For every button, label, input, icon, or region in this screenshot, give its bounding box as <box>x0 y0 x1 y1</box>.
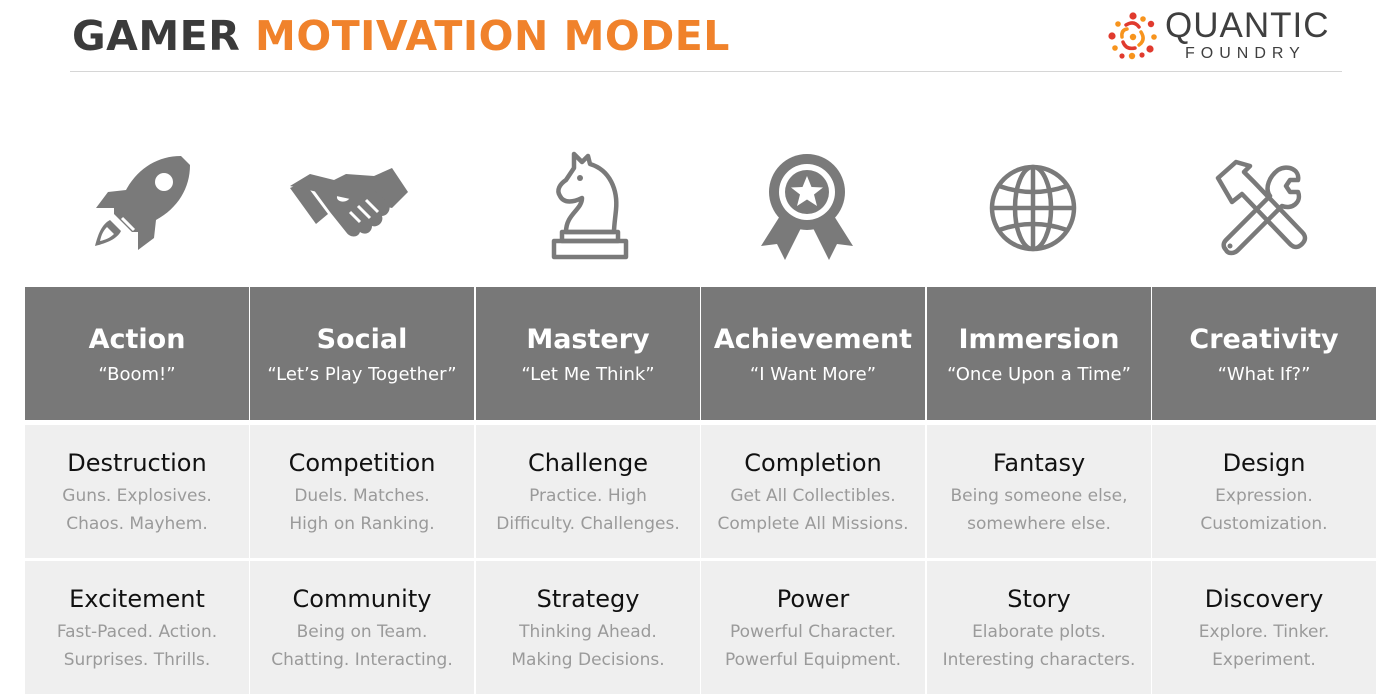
component-description: High on Ranking. <box>289 514 435 534</box>
component-cell-destruction: Destruction Guns. Explosives. Chaos. May… <box>25 425 249 558</box>
column-quote: “What If?” <box>1217 364 1311 385</box>
column-quote: “Once Upon a Time” <box>947 364 1131 385</box>
rocket-icon <box>95 156 190 250</box>
component-description: Interesting characters. <box>942 650 1136 670</box>
component-cell-competition: Competition Duels. Matches. High on Rank… <box>250 425 474 558</box>
column-header-achievement: Achievement “I Want More” <box>701 287 925 420</box>
quantic-logo-mark-icon <box>1108 12 1157 60</box>
component-title: Design <box>1222 449 1306 477</box>
component-title: Story <box>1007 585 1071 613</box>
component-description: Fast-Paced. Action. <box>56 622 218 642</box>
column-header-social: Social “Let’s Play Together” <box>250 287 474 420</box>
component-description: Duels. Matches. <box>294 486 430 506</box>
component-description: Chatting. Interacting. <box>271 650 453 670</box>
component-description: Practice. High <box>529 486 647 506</box>
column-header-creativity: Creativity “What If?” <box>1152 287 1376 420</box>
component-description: Being someone else, <box>950 486 1128 506</box>
column-quote: “Boom!” <box>98 364 176 385</box>
component-description: Surprises. Thrills. <box>63 650 211 670</box>
column-title: Action <box>88 324 186 355</box>
column-icon-mastery <box>530 148 650 268</box>
component-title: Competition <box>288 449 436 477</box>
column-icon-immersion <box>973 148 1093 268</box>
component-description: Making Decisions. <box>511 650 665 670</box>
component-title: Discovery <box>1204 585 1324 613</box>
column-icon-creativity <box>1198 148 1318 268</box>
component-cell-strategy: Strategy Thinking Ahead. Making Decision… <box>476 561 700 694</box>
column-icon-social <box>288 148 408 268</box>
component-title: Challenge <box>528 449 648 477</box>
component-title: Power <box>776 585 850 613</box>
column-header-action: Action “Boom!” <box>25 287 249 420</box>
component-title: Strategy <box>536 585 640 613</box>
logo-subtitle: FOUNDRY <box>1185 45 1306 62</box>
component-title: Community <box>292 585 432 613</box>
column-title: Achievement <box>713 324 913 355</box>
component-description: Elaborate plots. <box>972 622 1106 642</box>
component-description: Chaos. Mayhem. <box>66 514 208 534</box>
title-prefix: GAMER <box>72 12 241 60</box>
column-title: Creativity <box>1189 324 1339 355</box>
component-cell-excitement: Excitement Fast-Paced. Action. Surprises… <box>25 561 249 694</box>
handshake-icon <box>290 168 408 237</box>
component-description: somewhere else. <box>967 514 1111 534</box>
component-description: Difficulty. Challenges. <box>496 514 680 534</box>
component-description: Powerful Character. <box>729 622 897 642</box>
component-cell-power: Power Powerful Character. Powerful Equip… <box>701 561 925 694</box>
award-ribbon-icon <box>761 154 853 260</box>
column-icon-achievement <box>747 148 867 268</box>
component-cell-discovery: Discovery Explore. Tinker. Experiment. <box>1152 561 1376 694</box>
column-quote: “Let Me Think” <box>521 364 655 385</box>
component-description: Customization. <box>1200 514 1328 534</box>
column-quote: “Let’s Play Together” <box>267 364 457 385</box>
component-title: Destruction <box>67 449 207 477</box>
component-title: Excitement <box>69 585 205 613</box>
column-title: Immersion <box>958 324 1120 355</box>
component-description: Expression. <box>1215 486 1313 506</box>
chess-knight-icon <box>551 151 629 260</box>
component-cell-design: Design Expression. Customization. <box>1152 425 1376 558</box>
column-title: Social <box>316 324 408 355</box>
component-description: Complete All Missions. <box>717 514 909 534</box>
globe-icon <box>989 164 1077 252</box>
component-cell-completion: Completion Get All Collectibles. Complet… <box>701 425 925 558</box>
component-cell-community: Community Being on Team. Chatting. Inter… <box>250 561 474 694</box>
component-description: Being on Team. <box>296 622 428 642</box>
component-title: Fantasy <box>992 449 1086 477</box>
component-title: Completion <box>744 449 882 477</box>
column-quote: “I Want More” <box>749 364 877 385</box>
column-icon-action <box>78 148 198 268</box>
component-description: Get All Collectibles. <box>730 486 896 506</box>
column-header-mastery: Mastery “Let Me Think” <box>476 287 700 420</box>
component-description: Powerful Equipment. <box>725 650 901 670</box>
component-cell-fantasy: Fantasy Being someone else, somewhere el… <box>927 425 1151 558</box>
title-highlight: MOTIVATION MODEL <box>255 12 730 60</box>
component-cell-challenge: Challenge Practice. High Difficulty. Cha… <box>476 425 700 558</box>
component-description: Thinking Ahead. <box>519 622 657 642</box>
component-description: Guns. Explosives. <box>62 486 212 506</box>
column-header-immersion: Immersion “Once Upon a Time” <box>927 287 1151 420</box>
title-divider <box>70 71 1342 72</box>
logo-wordmark: QUANTIC <box>1165 6 1330 45</box>
column-title: Mastery <box>526 324 650 355</box>
component-description: Experiment. <box>1212 650 1316 670</box>
page-title: GAMER MOTIVATION MODEL <box>72 10 730 62</box>
component-description: Explore. Tinker. <box>1198 622 1330 642</box>
component-cell-story: Story Elaborate plots. Interesting chara… <box>927 561 1151 694</box>
brand-logo: QUANTIC FOUNDRY <box>1106 6 1346 62</box>
tools-icon <box>1215 159 1308 256</box>
